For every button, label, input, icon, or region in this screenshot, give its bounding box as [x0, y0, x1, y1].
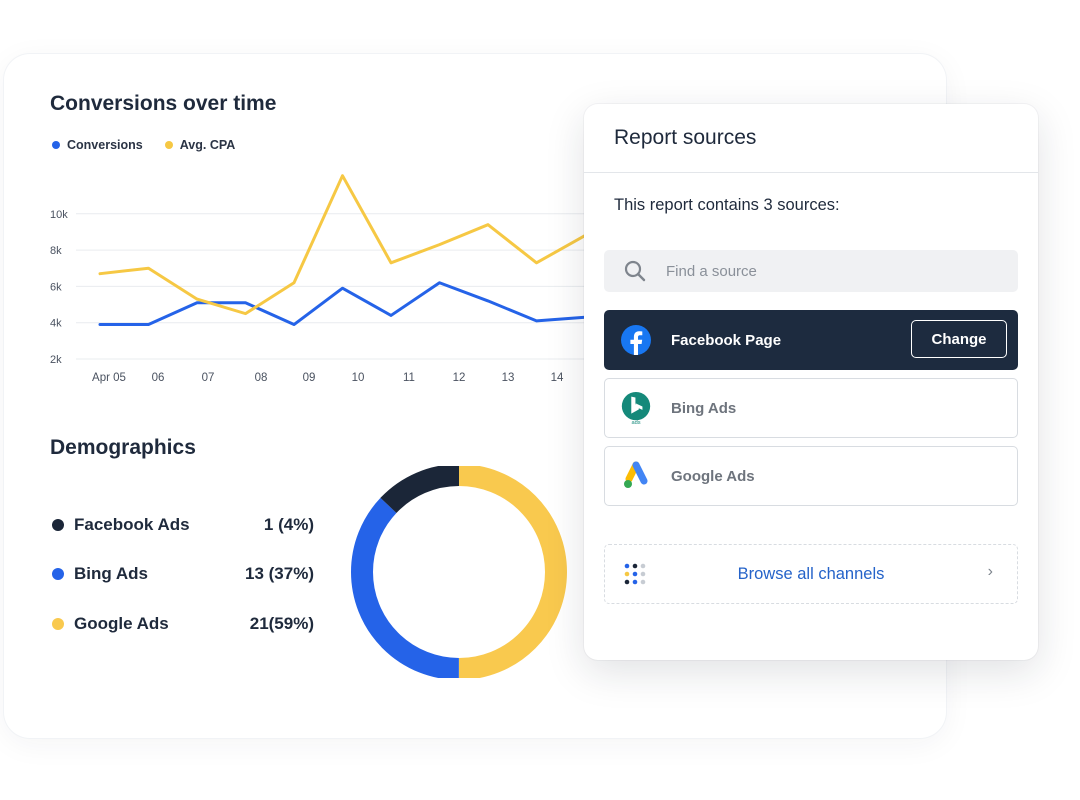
demographics-name-facebook: Facebook Ads	[74, 515, 190, 534]
google-ads-icon	[619, 459, 653, 493]
legend-conversions-label: Conversions	[67, 138, 143, 152]
svg-text:ads: ads	[631, 420, 640, 426]
demographics-name-bing: Bing Ads	[74, 564, 148, 583]
x-tick-label: 07	[202, 372, 215, 384]
bing-ads-icon: ads	[619, 391, 653, 426]
demographics-dot-google	[52, 618, 64, 630]
source-item-bing-ads[interactable]: ads Bing Ads	[604, 378, 1018, 438]
series-line-avg-cpa	[98, 174, 600, 316]
y-tick-label: 6k	[50, 281, 62, 293]
x-tick-label: 13	[502, 372, 515, 384]
y-tick-label: 4k	[50, 318, 62, 330]
demographics-row-google: Google Ads 21(59%)	[52, 614, 314, 634]
source-name-bing-ads: Bing Ads	[671, 399, 737, 417]
source-name-google-ads: Google Ads	[671, 467, 755, 485]
series-line-conversions	[98, 281, 600, 327]
legend-avg-cpa-label: Avg. CPA	[179, 138, 236, 152]
facebook-icon	[619, 323, 653, 357]
report-sources-title: Report sources	[614, 126, 757, 149]
chart-legend: Conversions Avg. CPA	[52, 138, 235, 152]
browse-all-channels-label: Browse all channels	[737, 564, 885, 583]
demographics-name-google: Google Ads	[74, 614, 169, 633]
legend-conversions: Conversions	[52, 138, 143, 152]
source-search-box	[604, 250, 1018, 292]
report-sources-panel: Report sources This report contains 3 so…	[584, 104, 1038, 660]
search-icon	[624, 260, 646, 282]
x-tick-label: 08	[255, 372, 268, 384]
report-sources-subtitle: This report contains 3 sources:	[614, 196, 840, 214]
demographics-value-google: 21(59%)	[249, 614, 314, 633]
demographics-donut-chart	[351, 466, 567, 678]
legend-avg-cpa-dot	[164, 141, 173, 149]
demographics-dot-facebook	[52, 519, 64, 531]
chevron-right-icon: ›	[987, 563, 993, 580]
source-item-google-ads[interactable]: Google Ads	[604, 446, 1018, 506]
conversions-chart-title: Conversions over time	[50, 92, 277, 115]
demographics-row-facebook: Facebook Ads 1 (4%)	[52, 515, 314, 535]
legend-conversions-dot	[52, 141, 60, 149]
legend-avg-cpa: Avg. CPA	[164, 138, 236, 152]
x-tick-label: 09	[303, 372, 316, 384]
x-tick-label: 10	[352, 372, 365, 384]
apps-grid-icon	[624, 563, 646, 585]
demographics-value-bing: 13 (37%)	[245, 564, 314, 583]
y-tick-label: 10k	[50, 209, 68, 221]
search-input[interactable]	[664, 261, 968, 281]
panel-divider	[584, 172, 1038, 173]
demographics-dot-bing	[52, 568, 64, 580]
x-tick-label: Apr 05	[92, 372, 126, 384]
y-tick-label: 8k	[50, 245, 62, 257]
x-tick-label: 11	[403, 372, 415, 384]
conversions-line-chart: 2k 4k 6k 8k 10k Apr 05 06 07 08 09 10 11 12 13 14	[50, 174, 600, 384]
source-item-facebook-page[interactable]: Facebook Page Change	[604, 310, 1018, 370]
donut-slice-bing-ads	[351, 466, 567, 678]
demographics-value-facebook: 1 (4%)	[263, 515, 314, 534]
x-tick-label: 06	[152, 372, 165, 384]
x-tick-label: 14	[551, 372, 564, 384]
source-name-facebook-page: Facebook Page	[671, 331, 782, 349]
demographics-title: Demographics	[50, 436, 196, 459]
change-button[interactable]: Change	[911, 320, 1007, 358]
browse-all-channels-button[interactable]: Browse all channels ›	[604, 544, 1018, 604]
demographics-row-bing: Bing Ads 13 (37%)	[52, 564, 314, 584]
x-tick-label: 12	[453, 372, 466, 384]
y-tick-label: 2k	[50, 354, 62, 366]
donut-slice-facebook-ads	[351, 466, 567, 678]
